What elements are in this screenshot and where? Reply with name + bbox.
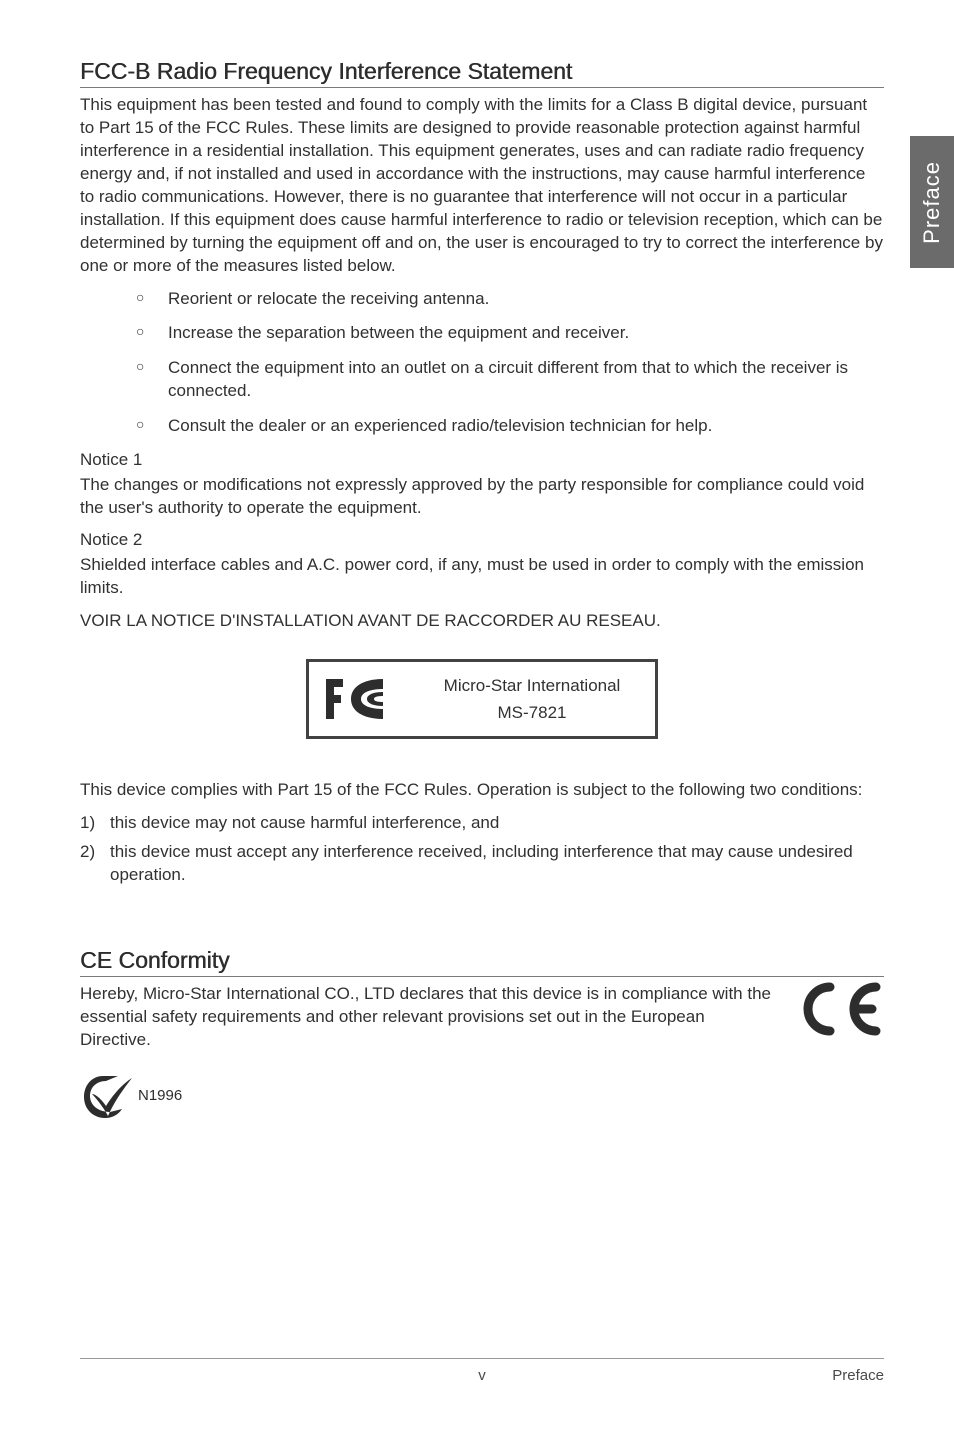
ce-row: Hereby, Micro-Star International CO., LT… <box>80 983 884 1062</box>
side-tab: Preface <box>910 136 954 268</box>
notice2-label: Notice 2 <box>80 530 884 550</box>
section-title-ce: CE Conformity <box>80 947 884 977</box>
fcc-logo-icon <box>323 673 403 725</box>
tick-icon <box>80 1072 132 1120</box>
n1996-label: N1996 <box>138 1087 182 1104</box>
fcc-box: Micro-Star International MS-7821 <box>306 659 658 739</box>
ce-mark-icon <box>792 979 884 1039</box>
list-item: Connect the equipment into an outlet on … <box>80 357 884 403</box>
compliance-intro: This device complies with Part 15 of the… <box>80 779 884 802</box>
notice2-text: Shielded interface cables and A.C. power… <box>80 554 884 600</box>
n1996-block: N1996 <box>80 1072 884 1120</box>
page-footer: v Preface <box>80 1358 884 1384</box>
list-item: this device must accept any interference… <box>80 841 884 887</box>
ce-text: Hereby, Micro-Star International CO., LT… <box>80 983 772 1052</box>
compliance-list: this device may not cause harmful interf… <box>80 812 884 887</box>
footer-center: v <box>478 1367 486 1384</box>
list-item: Reorient or relocate the receiving anten… <box>80 288 884 311</box>
list-item: this device may not cause harmful interf… <box>80 812 884 835</box>
list-item: Consult the dealer or an experienced rad… <box>80 415 884 438</box>
voir-notice: VOIR LA NOTICE D'INSTALLATION AVANT DE R… <box>80 610 884 633</box>
notice1-text: The changes or modifications not express… <box>80 474 884 520</box>
section-title-fcc: FCC-B Radio Frequency Interference State… <box>80 58 884 88</box>
fcc-intro: This equipment has been tested and found… <box>80 94 884 278</box>
fcc-box-line2: MS-7821 <box>423 699 641 726</box>
list-item: Increase the separation between the equi… <box>80 322 884 345</box>
page: Preface FCC-B Radio Frequency Interferen… <box>0 0 954 1432</box>
fcc-bullet-list: Reorient or relocate the receiving anten… <box>80 288 884 439</box>
footer-right: Preface <box>832 1367 884 1384</box>
fcc-box-line1: Micro-Star International <box>423 672 641 699</box>
notice1-label: Notice 1 <box>80 450 884 470</box>
side-tab-label: Preface <box>919 161 945 244</box>
fcc-box-text: Micro-Star International MS-7821 <box>423 672 641 726</box>
